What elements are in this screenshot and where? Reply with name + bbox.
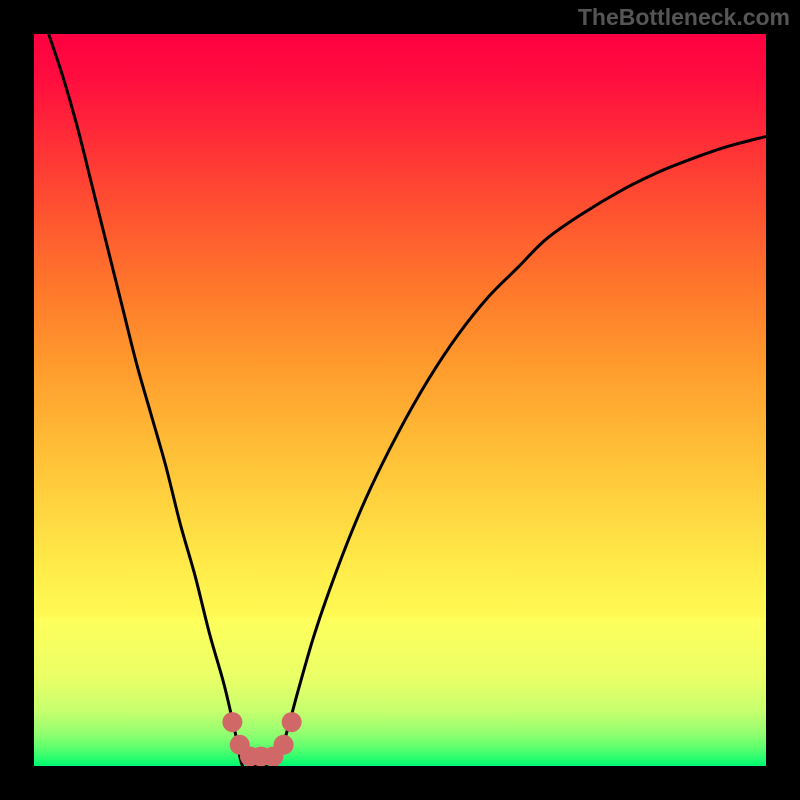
plot-area bbox=[34, 34, 766, 766]
bottleneck-curve bbox=[49, 34, 766, 766]
chart-container: TheBottleneck.com bbox=[0, 0, 800, 800]
optimal-marker bbox=[282, 712, 302, 732]
attribution-label: TheBottleneck.com bbox=[578, 4, 790, 31]
optimal-marker bbox=[274, 735, 294, 755]
chart-svg bbox=[34, 34, 766, 766]
optimal-marker bbox=[222, 712, 242, 732]
